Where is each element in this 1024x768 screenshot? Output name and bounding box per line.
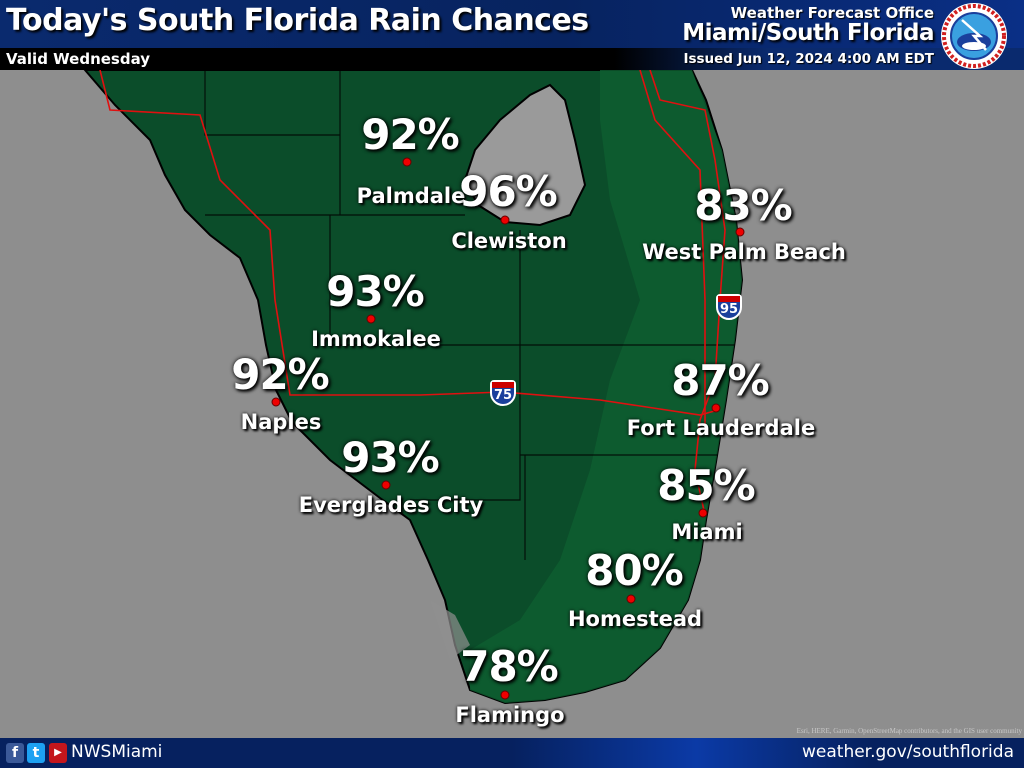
twitter-icon[interactable]: t xyxy=(27,743,45,763)
city-marker xyxy=(500,690,510,700)
header-bar xyxy=(0,0,1024,48)
nws-logo xyxy=(941,3,1007,69)
interstate-75-number: 75 xyxy=(493,388,513,403)
issued-time: Issued Jun 12, 2024 4:00 AM EDT xyxy=(683,51,934,67)
city-marker xyxy=(711,403,721,413)
city-marker xyxy=(500,215,510,225)
city-marker xyxy=(381,480,391,490)
subtitle-bar xyxy=(0,48,1024,70)
east-coast-lighter-green xyxy=(470,70,742,703)
city-name: Palmdale xyxy=(356,184,466,208)
everglades-marsh xyxy=(430,600,470,660)
city-marker xyxy=(366,314,376,324)
rain-chance-map xyxy=(83,70,744,705)
city-marker xyxy=(402,157,412,167)
city-name: Immokalee xyxy=(311,327,441,351)
city-marker xyxy=(698,508,708,518)
office-label: Weather Forecast Office xyxy=(730,4,934,22)
rain-chance-value: 92% xyxy=(361,110,460,159)
county-borders xyxy=(204,70,735,560)
rain-chance-value: 87% xyxy=(671,356,770,405)
city-marker xyxy=(626,594,636,604)
lake-okeechobee xyxy=(463,83,587,227)
rain-chance-value: 93% xyxy=(341,433,440,482)
major-roads xyxy=(99,70,726,516)
rain-chance-value: 92% xyxy=(231,350,330,399)
city-name: Miami xyxy=(671,520,743,544)
city-name: West Palm Beach xyxy=(642,240,846,264)
facebook-icon[interactable]: f xyxy=(6,743,24,763)
city-name: Homestead xyxy=(567,607,703,631)
page-title: Today's South Florida Rain Chances xyxy=(6,3,589,38)
interstate-95-number: 95 xyxy=(719,302,739,317)
city-name: Fort Lauderdale xyxy=(626,416,816,440)
city-marker xyxy=(271,397,281,407)
office-name: Miami/South Florida xyxy=(682,20,934,46)
city-name: Everglades City xyxy=(298,493,484,517)
interstate-75-shield: 75 xyxy=(490,380,516,406)
website-link[interactable]: weather.gov/southflorida xyxy=(802,742,1014,762)
footer-bar: f t ▶ NWSMiami weather.gov/southflorida xyxy=(0,738,1024,768)
rain-chance-value: 93% xyxy=(326,267,425,316)
rain-chance-value: 96% xyxy=(459,167,558,216)
city-name: Clewiston xyxy=(451,229,567,253)
city-name: Flamingo xyxy=(455,703,565,727)
rain-chance-value: 78% xyxy=(460,642,559,691)
rain-chance-value: 85% xyxy=(657,461,756,510)
map-attribution: Esri, HERE, Garmin, OpenStreetMap contri… xyxy=(796,727,1022,735)
rain-chance-value: 83% xyxy=(694,181,793,230)
city-marker xyxy=(735,227,745,237)
social-handle[interactable]: NWSMiami xyxy=(71,742,163,762)
rain-chance-value: 80% xyxy=(585,546,684,595)
city-name: Naples xyxy=(240,410,322,434)
youtube-icon[interactable]: ▶ xyxy=(49,743,67,763)
valid-day: Valid Wednesday xyxy=(6,50,151,68)
interstate-95-shield: 95 xyxy=(716,294,742,320)
